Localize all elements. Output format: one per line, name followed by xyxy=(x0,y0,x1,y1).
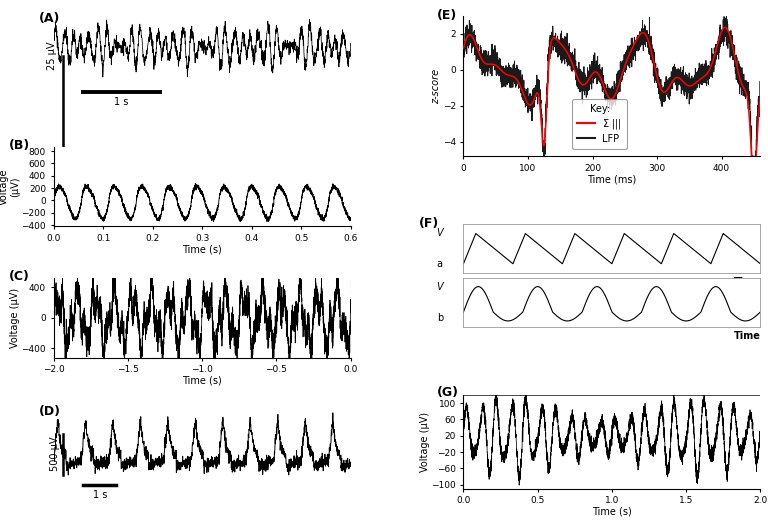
Text: 1 s: 1 s xyxy=(93,490,107,500)
Text: (G): (G) xyxy=(437,385,458,398)
Y-axis label: z-score: z-score xyxy=(432,69,442,103)
X-axis label: Time (s): Time (s) xyxy=(592,507,632,517)
X-axis label: Time (s): Time (s) xyxy=(182,375,222,386)
Text: V: V xyxy=(437,228,443,238)
Text: (C): (C) xyxy=(9,270,30,283)
Text: (B): (B) xyxy=(9,139,31,152)
Y-axis label: Voltage
(μV): Voltage (μV) xyxy=(0,168,20,205)
Y-axis label: Voltage (μV): Voltage (μV) xyxy=(419,412,429,472)
X-axis label: Time (s): Time (s) xyxy=(182,244,222,254)
Text: (D): (D) xyxy=(39,405,61,418)
Text: 500 μV: 500 μV xyxy=(50,437,60,472)
X-axis label: Time (ms): Time (ms) xyxy=(588,175,637,185)
Text: (A): (A) xyxy=(39,11,61,24)
Text: Time: Time xyxy=(733,331,760,341)
Y-axis label: Voltage (μV): Voltage (μV) xyxy=(10,288,20,348)
Text: 25 μV: 25 μV xyxy=(47,41,57,70)
Text: b: b xyxy=(437,314,443,323)
Legend: $\Sigma$ |||, LFP: $\Sigma$ |||, LFP xyxy=(572,99,627,149)
Text: 1 s: 1 s xyxy=(114,97,129,107)
Text: V: V xyxy=(437,282,443,292)
Text: a: a xyxy=(437,259,442,269)
Text: Time: Time xyxy=(733,277,760,287)
Text: (F): (F) xyxy=(419,217,439,230)
Text: (E): (E) xyxy=(437,8,457,21)
